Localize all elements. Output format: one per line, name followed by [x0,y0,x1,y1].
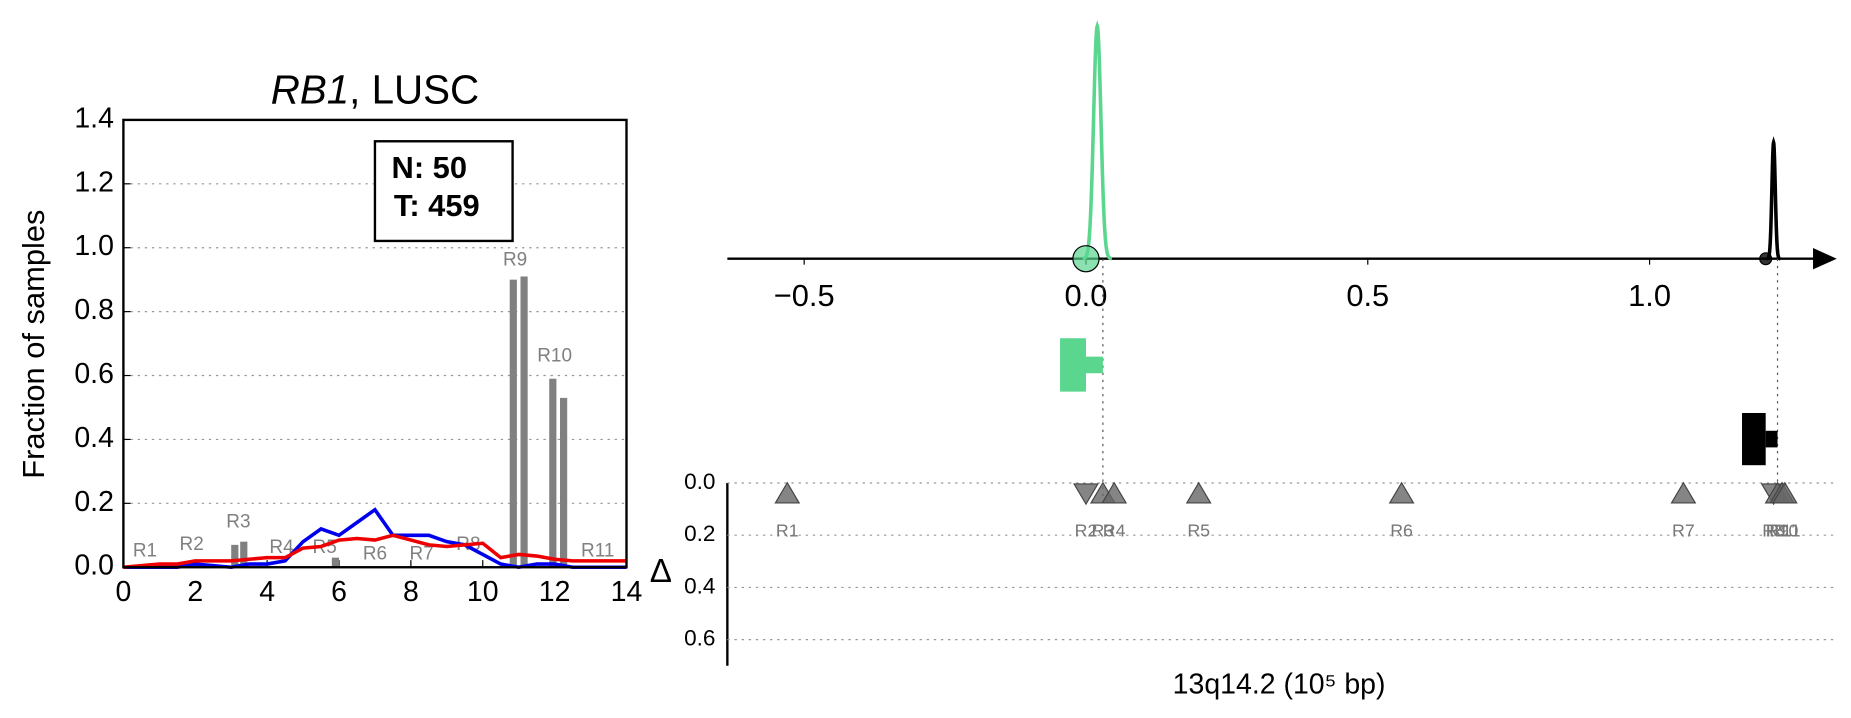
region-label: R5 [1187,520,1210,540]
region-label: R7 [1672,520,1695,540]
delta-marker [1771,481,1798,504]
title-rest: , LUSC [349,66,479,112]
bar [240,541,248,568]
x-tick-label: 6 [331,576,347,608]
x-tick-label: 0.5 [1346,278,1389,313]
peak-point [1759,252,1773,266]
y-tick-label: 0.4 [74,422,114,454]
interval-box [1742,412,1766,466]
y-tick-label: 0.2 [684,521,715,546]
region-label: R9 [1766,520,1789,540]
x-tick-label: 8 [403,576,419,608]
y-tick-label: 1.2 [74,166,114,198]
density-peak [1766,136,1781,261]
x-tick-label: 1.0 [1628,278,1671,313]
axis-arrow [1813,248,1837,270]
chart-title: RB1, LUSC [271,66,479,112]
x-tick-label: 12 [539,576,571,608]
density-peak [1082,20,1113,261]
region-label: R1 [133,540,157,561]
delta-marker [1101,481,1128,504]
region-label: R1 [776,520,799,540]
y-tick-label: 0.0 [684,469,715,494]
y-tick-label: 0.4 [684,573,715,598]
region-label: R2 [180,534,204,555]
bar [560,397,568,568]
region-label: R6 [363,543,387,564]
region-label: R4 [269,537,293,558]
y-tick-label: 1.4 [74,102,114,134]
bar [331,557,340,568]
bar [520,276,528,568]
y-tick-label: 1.0 [74,230,114,262]
bar [231,544,239,568]
x-tick-label: 4 [259,576,275,608]
region-label: R7 [410,543,434,564]
title-gene: RB1 [271,66,349,112]
data-line [123,507,627,570]
y-tick-label: 0.8 [74,294,114,326]
annotation-box [373,140,514,243]
region-label: R3 [1092,520,1115,540]
peak-point [1072,245,1100,273]
interval-box [1060,338,1086,392]
x-tick-label: 2 [187,576,203,608]
annotation: T: 459 [394,188,480,223]
annotation: N: 50 [392,150,467,185]
y-tick-label: 0.6 [74,358,114,390]
region-label: R2 [1075,520,1098,540]
region-label: R4 [1103,520,1126,540]
region-label: R6 [1390,520,1413,540]
delta-marker [1185,481,1212,504]
x-tick-label: 0.0 [1065,278,1108,313]
region-label: R11 [581,540,614,561]
x-tick-label: 0 [115,576,131,608]
x-tick-label: 10 [467,576,499,608]
interval-whisker [1765,430,1778,448]
region-label: R8 [1762,520,1785,540]
bar [549,378,557,568]
x-tick-label: −0.5 [774,278,835,313]
region-label: R3 [226,512,250,533]
delta-marker [1073,483,1099,506]
region-label: R10 [537,345,572,366]
y-axis-label: Δ [650,553,672,590]
x-tick-label: 14 [611,576,643,608]
y-tick-label: 0.0 [74,550,114,582]
bar [509,279,517,568]
data-line [123,533,627,570]
delta-marker [774,481,801,504]
region-label: R10 [1766,520,1799,540]
x-axis-label: 13q14.2 (10⁵ bp) [1173,668,1386,700]
region-label: R11 [1769,520,1800,540]
y-tick-label: 0.2 [74,486,114,518]
delta-marker [1670,481,1697,504]
plot-frame [122,118,628,569]
region-label: R9 [503,250,527,271]
interval-whisker [1085,356,1103,374]
delta-marker [1388,481,1415,504]
y-axis-label: Fraction of samples [16,210,51,479]
y-tick-label: 0.6 [684,626,715,651]
